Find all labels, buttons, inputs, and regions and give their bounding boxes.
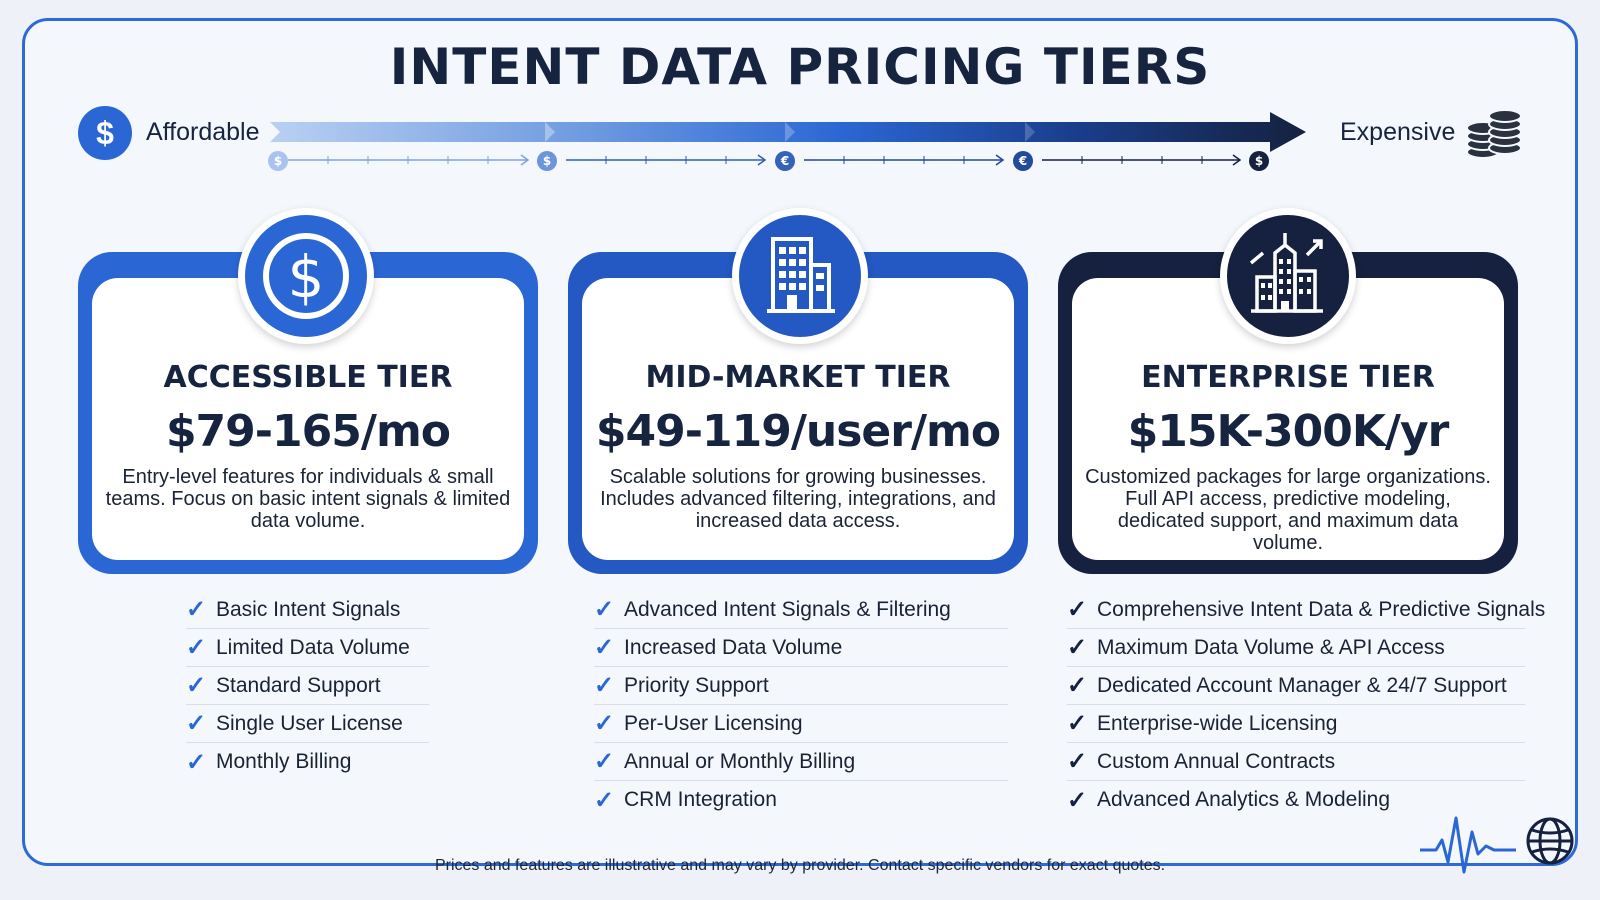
check-icon: ✓ <box>594 710 615 737</box>
feature-item: ✓ Monthly Billing <box>186 743 429 781</box>
globe-icon <box>1526 817 1574 865</box>
feature-label: Enterprise-wide Licensing <box>1097 711 1338 735</box>
coin-stack-icon <box>1466 109 1522 159</box>
scale-left-label: Affordable <box>146 118 260 146</box>
feature-item: ✓ Annual or Monthly Billing <box>594 743 1008 781</box>
feature-label: Maximum Data Volume & API Access <box>1097 635 1445 659</box>
check-icon: ✓ <box>1067 634 1088 661</box>
check-icon: ✓ <box>1067 596 1088 623</box>
feature-item: ✓ Basic Intent Signals <box>186 591 429 629</box>
check-icon: ✓ <box>186 634 207 661</box>
feature-label: Monthly Billing <box>216 750 352 773</box>
tier-badge: $ <box>238 208 374 344</box>
dollar-coin-icon: $ <box>78 106 132 160</box>
feature-label: Annual or Monthly Billing <box>624 749 856 773</box>
pulse-icon <box>1420 816 1516 874</box>
accessible-tier-card <box>78 252 538 574</box>
feature-label: Advanced Analytics & Modeling <box>1097 788 1391 811</box>
price-gradient-arrow <box>270 112 1306 152</box>
feature-label: Per-User Licensing <box>624 711 803 735</box>
feature-item: ✓ Advanced Analytics & Modeling <box>1067 781 1525 819</box>
dollar-icon: $ <box>263 233 349 319</box>
check-icon: ✓ <box>594 748 615 775</box>
feature-item: ✓ Limited Data Volume <box>186 629 429 667</box>
check-icon: ✓ <box>1067 672 1088 699</box>
feature-item: ✓ Comprehensive Intent Data & Predictive … <box>1067 591 1545 629</box>
check-icon: ✓ <box>594 634 615 661</box>
feature-label: Advanced Intent Signals & Filtering <box>624 597 951 621</box>
scale-marker-1: $ <box>274 154 282 168</box>
scale-marker-3: € <box>780 154 789 168</box>
svg-text:$: $ <box>288 243 325 311</box>
price-scale-ticks: $ $ € € $ <box>268 151 1269 171</box>
tier-description: Scalable solutions for growing businesse… <box>600 466 996 532</box>
skyscraper-growth-icon <box>1249 233 1323 313</box>
scale-marker-2: $ <box>543 154 551 168</box>
feature-label: Dedicated Account Manager & 24/7 Support <box>1097 673 1507 697</box>
feature-label: Custom Annual Contracts <box>1097 749 1336 773</box>
feature-item: ✓ Enterprise-wide Licensing <box>1067 705 1525 743</box>
check-icon: ✓ <box>186 710 207 737</box>
scale-marker-4: € <box>1018 154 1027 168</box>
tier-badge <box>1220 208 1356 344</box>
check-icon: ✓ <box>1067 748 1088 775</box>
scale-marker-5: $ <box>1255 154 1263 168</box>
office-building-icon <box>767 237 835 313</box>
check-icon: ✓ <box>186 748 207 776</box>
tier-price: $49-119/user/mo <box>595 406 1001 457</box>
feature-item: ✓ CRM Integration <box>594 781 1008 819</box>
feature-item: ✓ Single User License <box>186 705 429 743</box>
tier-price: $15K-300K/yr <box>1127 406 1450 457</box>
enterprise-feature-list: ✓ Comprehensive Intent Data & Predictive … <box>1067 591 1545 819</box>
tier-name: MID-MARKET TIER <box>645 360 951 395</box>
check-icon: ✓ <box>594 786 615 814</box>
check-icon: ✓ <box>186 596 207 623</box>
feature-label: Limited Data Volume <box>216 635 410 659</box>
check-icon: ✓ <box>1067 710 1088 737</box>
tier-badge <box>732 208 868 344</box>
feature-item: ✓ Priority Support <box>594 667 1008 705</box>
feature-label: Increased Data Volume <box>624 635 843 659</box>
feature-item: ✓ Dedicated Account Manager & 24/7 Suppor… <box>1067 667 1525 705</box>
feature-label: Priority Support <box>624 673 769 697</box>
mid-market-feature-list: ✓ Advanced Intent Signals & Filtering ✓ In… <box>594 591 1008 819</box>
tier-price: $79-165/mo <box>165 406 451 457</box>
feature-label: Comprehensive Intent Data & Predictive S… <box>1097 597 1546 621</box>
feature-label: CRM Integration <box>624 788 777 811</box>
feature-item: ✓ Custom Annual Contracts <box>1067 743 1525 781</box>
tier-name: ENTERPRISE TIER <box>1141 360 1435 395</box>
feature-label: Standard Support <box>216 673 381 697</box>
tier-description: Entry-level features for individuals & s… <box>105 466 511 532</box>
tier-name: ACCESSIBLE TIER <box>163 360 453 395</box>
check-icon: ✓ <box>594 596 615 623</box>
feature-item: ✓ Per-User Licensing <box>594 705 1008 743</box>
check-icon: ✓ <box>1067 786 1088 814</box>
feature-item: ✓ Standard Support <box>186 667 429 705</box>
scale-right-label: Expensive <box>1340 118 1456 146</box>
feature-item: ✓ Increased Data Volume <box>594 629 1008 667</box>
feature-label: Basic Intent Signals <box>216 597 401 621</box>
check-icon: ✓ <box>594 672 615 699</box>
feature-item: ✓ Maximum Data Volume & API Access <box>1067 629 1525 667</box>
check-icon: ✓ <box>186 672 207 699</box>
accessible-feature-list: ✓ Basic Intent Signals ✓ Limited Data Volu… <box>186 591 429 781</box>
footer-disclaimer: Prices and features are illustrative and… <box>434 857 1166 874</box>
tier-description: Customized packages for large organizati… <box>1085 466 1491 554</box>
feature-item: ✓ Advanced Intent Signals & Filtering <box>594 591 1008 629</box>
feature-label: Single User License <box>216 711 403 735</box>
page-title: INTENT DATA PRICING TIERS <box>389 38 1211 96</box>
